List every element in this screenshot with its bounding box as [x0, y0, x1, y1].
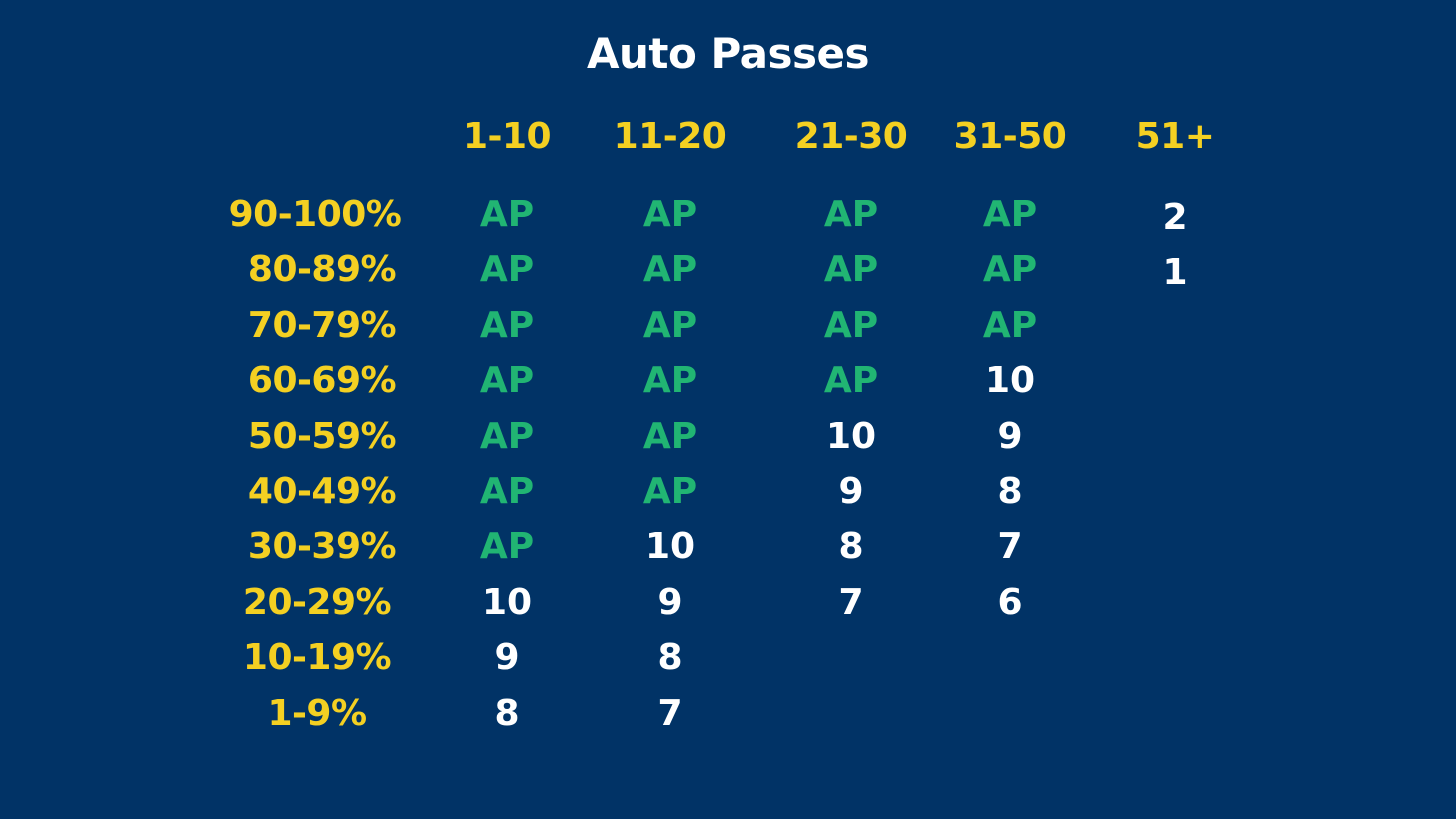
- row-label: 80-89%: [247, 249, 397, 291]
- auto-pass-cell: AP: [642, 194, 698, 235]
- auto-pass-cell: AP: [982, 304, 1038, 346]
- score-cell: 9: [997, 415, 1023, 457]
- auto-pass-cell: AP: [982, 249, 1038, 291]
- auto-pass-cell: AP: [642, 360, 698, 402]
- score-cell: 8: [997, 471, 1023, 512]
- row-label: 70-79%: [247, 304, 397, 346]
- auto-pass-cell: AP: [479, 304, 535, 346]
- score-cell: 9: [838, 471, 864, 512]
- auto-pass-cell: AP: [479, 471, 535, 512]
- row-label: 1-9%: [267, 692, 367, 734]
- score-cell: 10: [644, 526, 696, 568]
- slide-title: Auto Passes: [587, 29, 869, 78]
- score-cell: 1: [1162, 252, 1188, 294]
- row-label: 50-59%: [247, 415, 397, 457]
- auto-pass-cell: AP: [823, 360, 879, 402]
- auto-pass-cell: AP: [642, 415, 698, 457]
- auto-pass-cell: AP: [479, 415, 535, 457]
- auto-pass-cell: AP: [479, 249, 535, 291]
- score-cell: 2: [1162, 197, 1188, 238]
- score-cell: 9: [494, 637, 520, 679]
- column-header: 1-10: [462, 116, 552, 157]
- row-label: 40-49%: [247, 471, 397, 512]
- score-cell: 8: [657, 637, 683, 679]
- score-cell: 8: [494, 692, 520, 734]
- auto-pass-cell: AP: [479, 526, 535, 568]
- auto-pass-cell: AP: [642, 249, 698, 291]
- score-cell: 7: [838, 581, 864, 623]
- auto-pass-cell: AP: [642, 304, 698, 346]
- auto-pass-cell: AP: [642, 471, 698, 512]
- column-header: 51+: [1135, 116, 1215, 157]
- auto-pass-cell: AP: [479, 360, 535, 402]
- row-label: 90-100%: [228, 194, 402, 235]
- score-cell: 10: [825, 415, 877, 457]
- column-header: 11-20: [613, 116, 727, 157]
- row-label: 30-39%: [247, 526, 397, 568]
- row-label: 60-69%: [247, 360, 397, 402]
- row-label: 20-29%: [242, 581, 392, 623]
- auto-pass-cell: AP: [823, 249, 879, 291]
- column-header: 21-30: [794, 116, 908, 157]
- row-label: 10-19%: [242, 637, 392, 679]
- score-cell: 6: [997, 581, 1023, 623]
- score-cell: 9: [657, 581, 683, 623]
- score-cell: 7: [997, 526, 1023, 568]
- auto-pass-cell: AP: [479, 194, 535, 235]
- auto-pass-cell: AP: [823, 304, 879, 346]
- auto-pass-cell: AP: [982, 194, 1038, 235]
- score-cell: 10: [481, 581, 533, 623]
- score-cell: 8: [838, 526, 864, 568]
- auto-pass-cell: AP: [823, 194, 879, 235]
- column-header: 31-50: [953, 116, 1067, 157]
- score-cell: 10: [984, 360, 1036, 402]
- score-cell: 7: [657, 692, 683, 734]
